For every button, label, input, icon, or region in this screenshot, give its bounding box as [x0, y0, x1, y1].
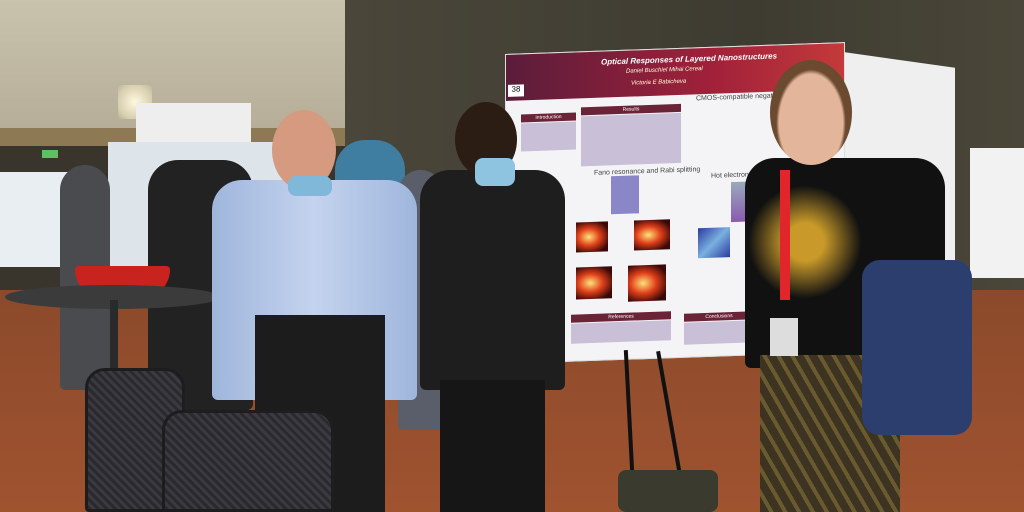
- background-board: [136, 103, 251, 148]
- handbag: [862, 260, 972, 435]
- lanyard: [780, 170, 790, 300]
- heading-fano: Fano resonance and Rabi splitting: [594, 166, 701, 177]
- heatmap-figure: [576, 266, 612, 300]
- face-mask: [475, 158, 515, 186]
- text-block: [571, 320, 671, 344]
- bag: [618, 470, 718, 512]
- table-leg: [110, 300, 118, 380]
- face-mask: [288, 176, 332, 196]
- heatmap-figure: [628, 264, 666, 302]
- background-poster: [970, 148, 1024, 278]
- poster-number: 38: [508, 84, 524, 97]
- figure: [611, 175, 639, 215]
- text-block: [581, 112, 681, 167]
- name-badge: [770, 318, 798, 356]
- trousers: [440, 380, 545, 512]
- face: [770, 60, 852, 165]
- background-poster: [0, 172, 70, 267]
- exit-sign: [42, 150, 58, 158]
- chair: [162, 410, 334, 512]
- heatmap-figure: [634, 219, 670, 251]
- text-block: [521, 121, 576, 152]
- man-leather-jacket: [420, 170, 565, 390]
- heatmap-figure: [576, 221, 608, 253]
- figure: [698, 227, 730, 259]
- text-block: [684, 320, 754, 345]
